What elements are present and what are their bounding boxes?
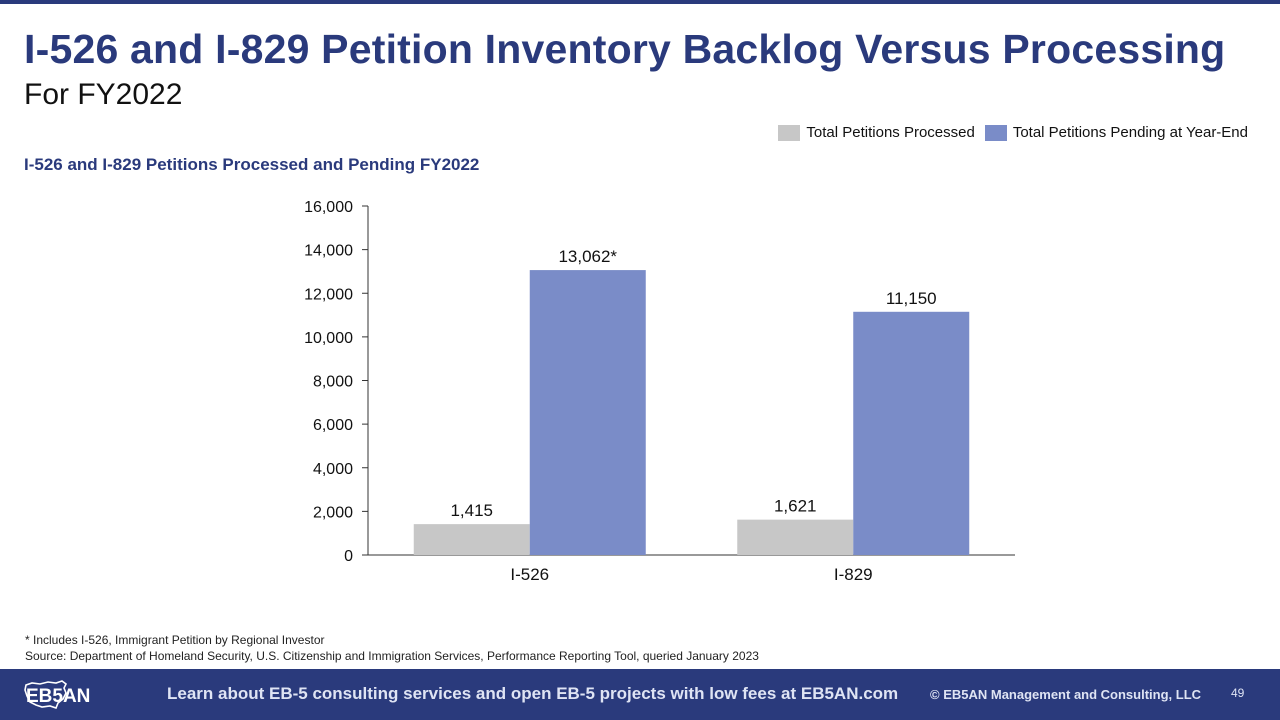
footnote-asterisk: * Includes I-526, Immigrant Petition by … bbox=[25, 633, 325, 647]
data-label: 13,062* bbox=[558, 247, 617, 266]
y-tick-label: 2,000 bbox=[313, 504, 353, 521]
bar bbox=[413, 524, 530, 555]
bar bbox=[529, 270, 646, 555]
footnote-source: Source: Department of Homeland Security,… bbox=[25, 649, 759, 663]
footer-bar: EB5AN Learn about EB-5 consulting servic… bbox=[0, 669, 1280, 720]
chart-legend: Total Petitions Processed Total Petition… bbox=[768, 124, 1248, 141]
y-tick-label: 12,000 bbox=[304, 286, 353, 303]
data-label: 1,621 bbox=[774, 497, 817, 516]
legend-item-processed: Total Petitions Processed bbox=[778, 124, 975, 141]
y-tick-label: 0 bbox=[344, 548, 353, 565]
bar bbox=[853, 311, 970, 555]
page-subtitle: For FY2022 bbox=[24, 78, 183, 111]
data-label: 1,415 bbox=[450, 501, 493, 520]
us-map-outline bbox=[24, 680, 68, 709]
logo-wordmark: EB5AN bbox=[26, 686, 90, 707]
top-rule bbox=[0, 0, 1280, 4]
data-label: 11,150 bbox=[886, 289, 937, 308]
legend-label-processed: Total Petitions Processed bbox=[806, 124, 975, 141]
page-number: 49 bbox=[1231, 686, 1245, 700]
y-tick-label: 10,000 bbox=[304, 330, 353, 347]
legend-swatch-processed bbox=[778, 124, 801, 141]
y-tick-label: 6,000 bbox=[313, 417, 353, 434]
eb5an-logo[interactable]: EB5AN bbox=[22, 675, 106, 715]
x-tick-label: I-526 bbox=[510, 565, 549, 584]
y-tick-label: 16,000 bbox=[304, 199, 353, 216]
y-tick-label: 14,000 bbox=[304, 243, 353, 260]
legend-swatch-pending bbox=[984, 124, 1007, 141]
bar bbox=[737, 519, 854, 555]
footer-cta-link[interactable]: Learn about EB-5 consulting services and… bbox=[167, 684, 899, 703]
page-title: I-526 and I-829 Petition Inventory Backl… bbox=[24, 26, 1226, 72]
x-tick-label: I-829 bbox=[834, 565, 873, 584]
legend-label-pending: Total Petitions Pending at Year-End bbox=[1012, 124, 1248, 141]
footnotes: * Includes I-526, Immigrant Petition by … bbox=[25, 632, 759, 664]
footer-copyright: © EB5AN Management and Consulting, LLC bbox=[930, 687, 1202, 702]
legend-item-pending: Total Petitions Pending at Year-End bbox=[984, 124, 1248, 141]
y-tick-label: 8,000 bbox=[313, 374, 353, 391]
chart-title: I-526 and I-829 Petitions Processed and … bbox=[24, 155, 480, 174]
y-tick-label: 4,000 bbox=[313, 461, 353, 478]
